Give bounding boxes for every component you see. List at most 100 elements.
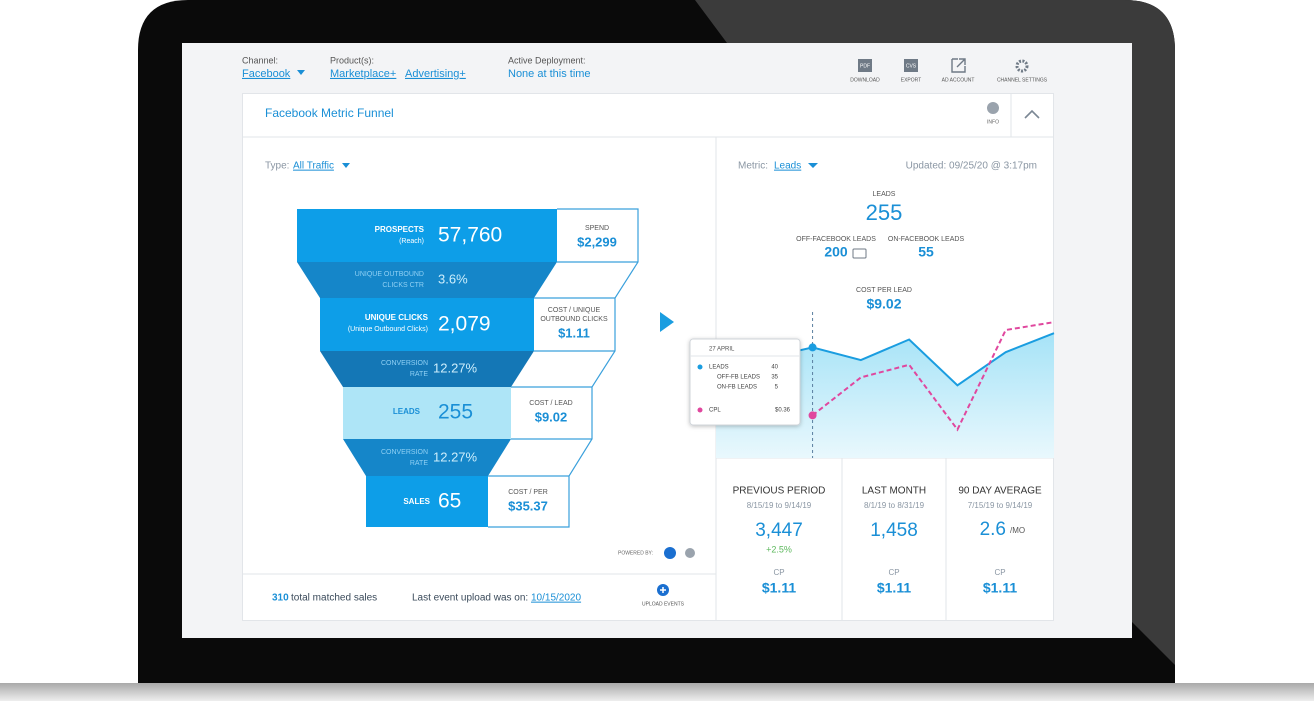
label: 90 DAY AVERAGE <box>958 486 1042 497</box>
stat-cp: $1.11 <box>983 580 1017 596</box>
stage-value: 255 <box>438 401 473 424</box>
ad-account-icon[interactable] <box>951 58 966 73</box>
legend-dot <box>697 407 703 413</box>
label: LEADS <box>709 365 729 371</box>
collapse-button[interactable] <box>1024 109 1040 119</box>
product-link[interactable]: Advertising+ <box>405 68 466 80</box>
rate-value: 3.6% <box>438 271 468 286</box>
funnel-rate <box>320 351 534 387</box>
label: Product(s): <box>330 55 374 65</box>
funnel-rate <box>297 262 557 298</box>
stat-value: 2.6 <box>980 519 1006 540</box>
funnel-stage <box>320 298 534 351</box>
action-label[interactable]: CHANNEL SETTINGS <box>997 77 1048 83</box>
label: Updated: 09/25/20 @ 3:17pm <box>906 161 1037 172</box>
action-label[interactable]: EXPORT <box>901 77 921 83</box>
stage-value: 57,760 <box>438 224 502 247</box>
label: 27 APRIL <box>709 347 735 353</box>
rate-label: CONVERSION <box>381 360 428 367</box>
label: Metric: <box>738 161 768 172</box>
label: LEADS <box>873 191 896 198</box>
kpi-value: 55 <box>918 244 934 260</box>
label: CPL <box>709 408 721 414</box>
rate-value: 12.27% <box>433 449 478 464</box>
side-label: COST / PER <box>508 489 548 496</box>
funnel-stage <box>366 476 488 527</box>
arrow <box>660 312 674 332</box>
side-label: COST / UNIQUE <box>548 307 601 314</box>
label: 5 <box>775 385 779 391</box>
label: 7/15/19 to 9/14/19 <box>968 501 1033 510</box>
label: CP <box>994 568 1005 577</box>
side-value: $2,299 <box>577 234 617 249</box>
label: 8/1/19 to 8/31/19 <box>864 501 925 510</box>
info-icon[interactable] <box>685 548 695 558</box>
label: COST PER LEAD <box>856 287 912 294</box>
label: CP <box>888 568 899 577</box>
icon-text: PDF <box>860 63 870 69</box>
tooltip <box>689 338 801 426</box>
side-label: COST / LEAD <box>529 400 572 407</box>
label: 8/15/19 to 9/14/19 <box>747 501 812 510</box>
stage-value: 2,079 <box>438 313 491 336</box>
label: OFF-FB LEADS <box>717 375 760 381</box>
date-link[interactable]: 10/15/2020 <box>531 593 581 604</box>
label: 310 <box>272 593 289 604</box>
label: None at this time <box>508 68 591 80</box>
stat-value: 1,458 <box>870 520 918 541</box>
hover-dot <box>808 411 817 420</box>
stage-sublabel: (Unique Outbound Clicks) <box>348 326 428 333</box>
label: ON-FACEBOOK LEADS <box>888 236 965 243</box>
line <box>811 321 1055 432</box>
pdf-icon[interactable] <box>858 59 872 72</box>
stage-value: 65 <box>438 490 461 513</box>
funnel-side-outline <box>488 208 639 528</box>
rate-label: RATE <box>410 460 428 467</box>
settings-icon[interactable] <box>1015 59 1029 73</box>
legend-dot <box>697 364 703 370</box>
label: POWERED BY: <box>618 550 653 556</box>
label: OFF-FACEBOOK LEADS <box>796 236 876 243</box>
info-icon[interactable] <box>987 102 999 114</box>
action-label[interactable]: DOWNLOAD <box>850 77 880 83</box>
label: Type: <box>265 161 289 172</box>
stat-value: 3,447 <box>755 520 803 541</box>
label: total matched sales <box>291 593 377 604</box>
plus <box>660 587 666 593</box>
type-link[interactable]: All Traffic <box>293 161 334 172</box>
stage-label: SALES <box>403 497 430 506</box>
label: Channel: <box>242 55 278 65</box>
rate-value: 12.27% <box>433 360 478 375</box>
label: 35 <box>771 375 778 381</box>
funnel-stage <box>297 209 557 262</box>
channel-link[interactable]: Facebook <box>242 68 291 80</box>
rate-label: CLICKS CTR <box>382 282 424 289</box>
comment-icon <box>852 248 867 259</box>
export-icon[interactable] <box>904 59 918 72</box>
kpi-value: $9.02 <box>866 296 901 312</box>
funnel-rate <box>343 439 511 476</box>
desk <box>0 683 1314 701</box>
stage-sublabel: (Reach) <box>399 238 424 245</box>
upload-label[interactable]: UPLOAD EVENTS <box>642 601 685 607</box>
stat-unit: /MO <box>1010 526 1025 535</box>
facebook-icon <box>664 547 676 559</box>
metric-link[interactable]: Leads <box>774 161 801 172</box>
side-value: $35.37 <box>508 498 548 513</box>
stage-label: UNIQUE CLICKS <box>365 313 429 322</box>
action-label[interactable]: AD ACCOUNT <box>942 77 975 83</box>
panel-title: Facebook Metric Funnel <box>265 106 394 120</box>
product-link[interactable]: Marketplace+ <box>330 68 396 80</box>
rate-label: CONVERSION <box>381 449 428 456</box>
stat-change: +2.5% <box>766 544 792 554</box>
rate-label: RATE <box>410 371 428 378</box>
rate-label: UNIQUE OUTBOUND <box>355 271 424 278</box>
label: LAST MONTH <box>862 486 926 497</box>
funnel-stage <box>343 387 511 439</box>
kpi-value: 200 <box>824 244 848 260</box>
label: ON-FB LEADS <box>717 385 757 391</box>
side-value: $9.02 <box>535 409 568 424</box>
icon-text: CVS <box>906 63 917 69</box>
